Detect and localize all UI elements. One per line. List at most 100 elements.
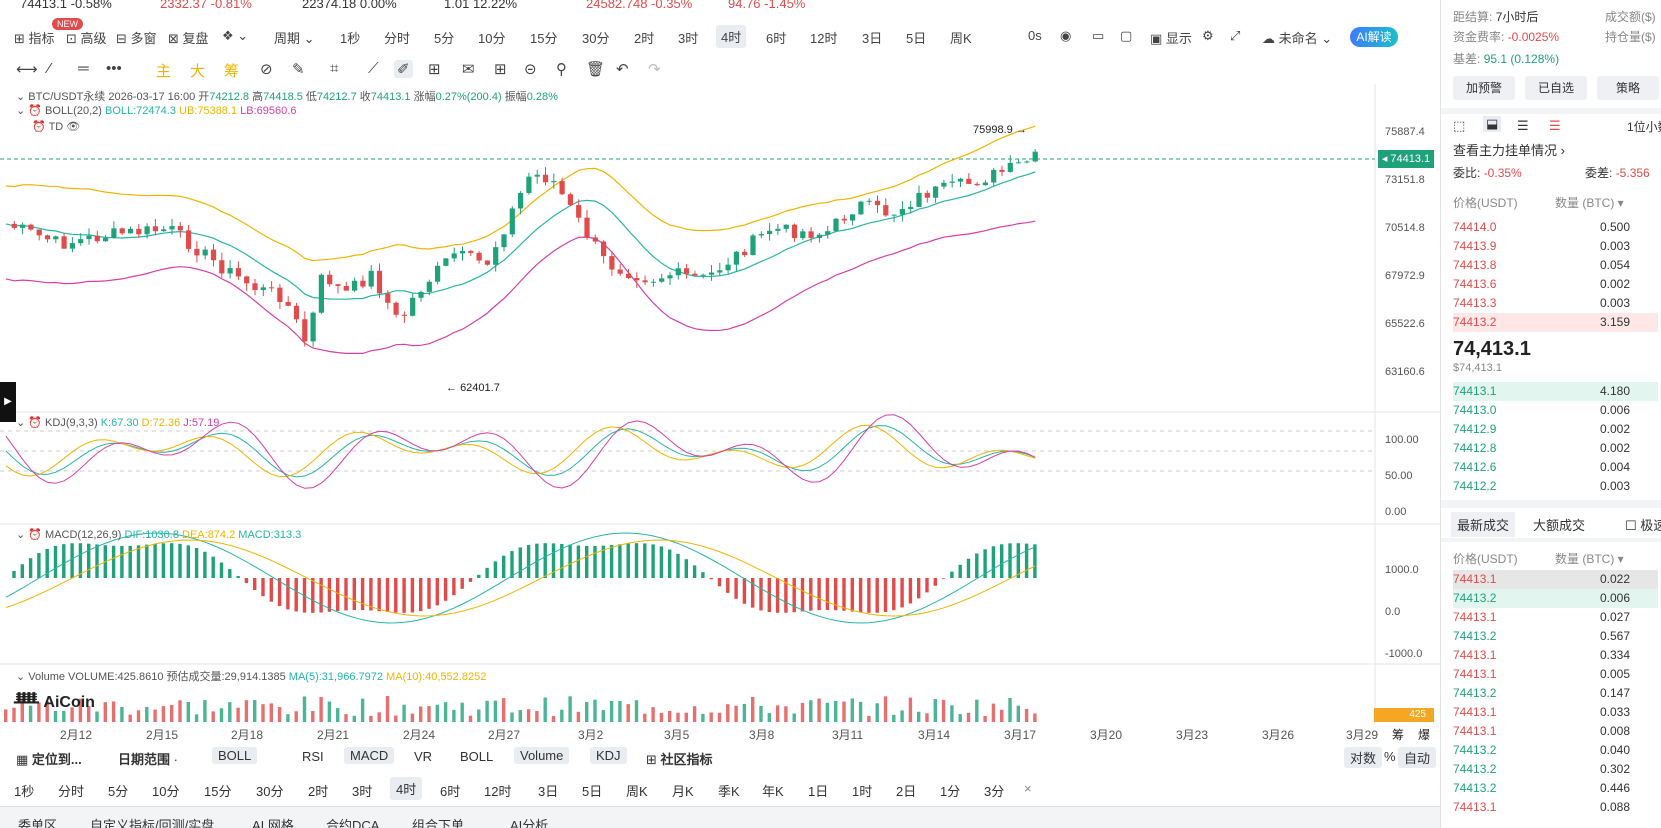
trade-row[interactable]: 74413.1 0.088 <box>1453 798 1658 817</box>
tab-large-trades[interactable]: 大额成交 <box>1533 518 1586 533</box>
bottom-interval[interactable]: 3日 <box>538 784 559 799</box>
bottom-interval[interactable]: 1分 <box>940 784 961 799</box>
bottom-interval[interactable]: 6时 <box>440 784 461 799</box>
community-indicators-button[interactable]: ⊞ 社区指标 <box>646 749 713 768</box>
collapse-icon[interactable]: ⌄ <box>16 529 26 541</box>
tab-ai-grid[interactable]: AI 网格 <box>252 818 294 828</box>
trade-row[interactable]: 74413.1 0.027 <box>1453 608 1658 627</box>
tab-dca[interactable]: 合约DCA <box>326 818 380 828</box>
interval-30m[interactable]: 30分 <box>582 31 610 46</box>
bottom-interval[interactable]: 10分 <box>152 784 180 799</box>
indicator-tab-boll[interactable]: BOLL <box>460 749 494 764</box>
main-force-button[interactable]: 主 <box>156 63 172 80</box>
precision-dropdown[interactable]: 1位小数 <box>1627 120 1661 134</box>
brush-icon[interactable]: ✐ <box>394 60 413 78</box>
bid-row[interactable]: 74412.6 0.004 <box>1453 458 1658 477</box>
filter-icon[interactable]: ⚲ <box>556 61 567 78</box>
auto-scale-button[interactable]: 自动 <box>1398 747 1437 768</box>
strategy-button[interactable]: 策略 <box>1597 76 1659 100</box>
indicator-tab-macd[interactable]: MACD <box>344 747 395 764</box>
bottom-interval[interactable]: 30分 <box>256 784 284 799</box>
ticker-item[interactable]: 24582.748 -0.35% <box>586 0 692 11</box>
expand-icon[interactable]: ⤢ <box>1230 28 1241 43</box>
book-view-both-icon[interactable]: ⬚ <box>1453 118 1466 133</box>
interval-4h[interactable]: 4时 <box>716 25 747 48</box>
bottom-interval[interactable]: 15分 <box>204 784 232 799</box>
checkbox-icon[interactable]: ☐ <box>1625 518 1637 533</box>
line-tool-icon[interactable]: ⟷ <box>16 61 38 78</box>
more-tools-icon[interactable]: ••• <box>106 60 122 77</box>
advanced-button[interactable]: ⊡ 高级 <box>66 28 107 47</box>
indicator-tab-rsi[interactable]: RSI <box>302 749 324 764</box>
book-view-bids-icon[interactable]: ☰ <box>1517 118 1529 133</box>
ticker-item[interactable]: 74413.1 -0.58% <box>20 0 112 11</box>
bottom-interval[interactable]: 1日 <box>808 784 829 799</box>
chip-button[interactable]: 筹 <box>224 63 240 80</box>
tab-ai-analysis[interactable]: AI分析 <box>510 818 549 828</box>
interval-6h[interactable]: 6时 <box>766 31 787 46</box>
bid-row[interactable]: 74412.8 0.002 <box>1453 439 1658 458</box>
tab-combo-order[interactable]: 组合下单 <box>412 818 465 828</box>
liquidation-corner-label[interactable]: 爆 <box>1418 728 1431 742</box>
ask-row[interactable]: 74413.3 0.003 <box>1453 294 1658 313</box>
ask-row[interactable]: 74413.6 0.002 <box>1453 275 1658 294</box>
ticker-item[interactable]: 94.76 -1.45% <box>728 0 805 11</box>
trade-row[interactable]: 74413.2 0.446 <box>1453 779 1658 798</box>
close-icon[interactable]: × <box>1024 781 1032 796</box>
bottom-interval[interactable]: 季K <box>718 784 740 799</box>
interval-5d[interactable]: 5日 <box>906 31 927 46</box>
log-scale-button[interactable]: 对数 <box>1344 747 1383 768</box>
trade-row[interactable]: 74413.2 0.302 <box>1453 760 1658 779</box>
display-button[interactable]: ▣ 显示 <box>1150 28 1192 47</box>
settings-icon[interactable]: ⚙ <box>1202 28 1214 43</box>
book-view-asks-icon[interactable]: ⬓ <box>1483 116 1502 132</box>
trash-icon[interactable]: 🗑 <box>586 61 606 78</box>
bottom-interval[interactable]: 3时 <box>352 784 373 799</box>
trade-row[interactable]: 74413.1 0.033 <box>1453 703 1658 722</box>
bid-row[interactable]: 74412.9 0.002 <box>1453 420 1658 439</box>
camera-icon[interactable]: ◉ <box>1060 28 1072 43</box>
interval-week[interactable]: 周K <box>950 31 972 46</box>
indicator-tab-volume[interactable]: Volume <box>514 747 570 764</box>
locate-button[interactable]: ▦ 定位到... <box>16 749 82 768</box>
bid-row[interactable]: 74413.1 4.180 <box>1453 382 1658 401</box>
interval-timeline[interactable]: 分时 <box>384 31 411 46</box>
magnet-icon[interactable]: ⊝ <box>524 61 537 78</box>
comment-icon[interactable]: ▭ <box>1092 28 1105 43</box>
bottom-interval[interactable]: 周K <box>626 784 648 799</box>
redo-icon[interactable]: ↷ <box>648 61 661 78</box>
tab-orders[interactable]: 委单区 <box>18 818 58 828</box>
add-alert-button[interactable]: 加预警 <box>1453 76 1515 100</box>
hline-tool-icon[interactable]: ═ <box>78 60 89 77</box>
bottom-interval[interactable]: 2日 <box>896 784 917 799</box>
collapse-icon[interactable]: ⌄ <box>16 105 26 117</box>
pencil-icon[interactable]: ✎ <box>292 61 305 78</box>
boll-pill[interactable]: BOLL <box>212 747 258 764</box>
trade-qty-header[interactable]: 数量 (BTC) ▾ <box>1555 552 1624 566</box>
interval-3d[interactable]: 3日 <box>862 31 883 46</box>
trade-row[interactable]: 74413.2 0.006 <box>1453 589 1658 608</box>
note-icon[interactable]: ✉ <box>462 61 475 78</box>
trade-row[interactable]: 74413.2 0.040 <box>1453 741 1658 760</box>
bottom-interval[interactable]: 月K <box>672 784 694 799</box>
bottom-interval[interactable]: 5分 <box>108 784 129 799</box>
bottom-interval[interactable]: 12时 <box>484 784 512 799</box>
bottom-interval-active[interactable]: 4时 <box>390 777 423 800</box>
fullscreen-icon[interactable]: ▢ <box>1120 28 1133 43</box>
ai-interpret-button[interactable]: AI解读 <box>1350 27 1398 47</box>
ticker-item[interactable]: 2332.37 -0.81% <box>160 0 252 11</box>
pattern-icon[interactable]: ⊞ <box>494 61 507 78</box>
tab-latest-trades[interactable]: 最新成交 <box>1451 512 1516 537</box>
percent-scale-button[interactable]: % <box>1384 749 1396 764</box>
ask-row[interactable]: 74413.9 0.003 <box>1453 237 1658 256</box>
ticker-item[interactable]: 1.01 12.22% <box>444 0 517 11</box>
trade-row[interactable]: 74413.1 0.005 <box>1453 665 1658 684</box>
bid-row[interactable]: 74412.2 0.003 <box>1453 477 1658 496</box>
ray-tool-icon[interactable]: ⁄ <box>48 60 51 77</box>
collapse-icon[interactable]: ⌄ <box>16 671 26 683</box>
ask-row[interactable]: 74414.0 0.500 <box>1453 218 1658 237</box>
indicator-tab-vr[interactable]: VR <box>414 749 433 764</box>
ask-row[interactable]: 74413.8 0.054 <box>1453 256 1658 275</box>
alarm-icon[interactable]: ⏰ <box>28 529 42 541</box>
interval-3h[interactable]: 3时 <box>678 31 699 46</box>
